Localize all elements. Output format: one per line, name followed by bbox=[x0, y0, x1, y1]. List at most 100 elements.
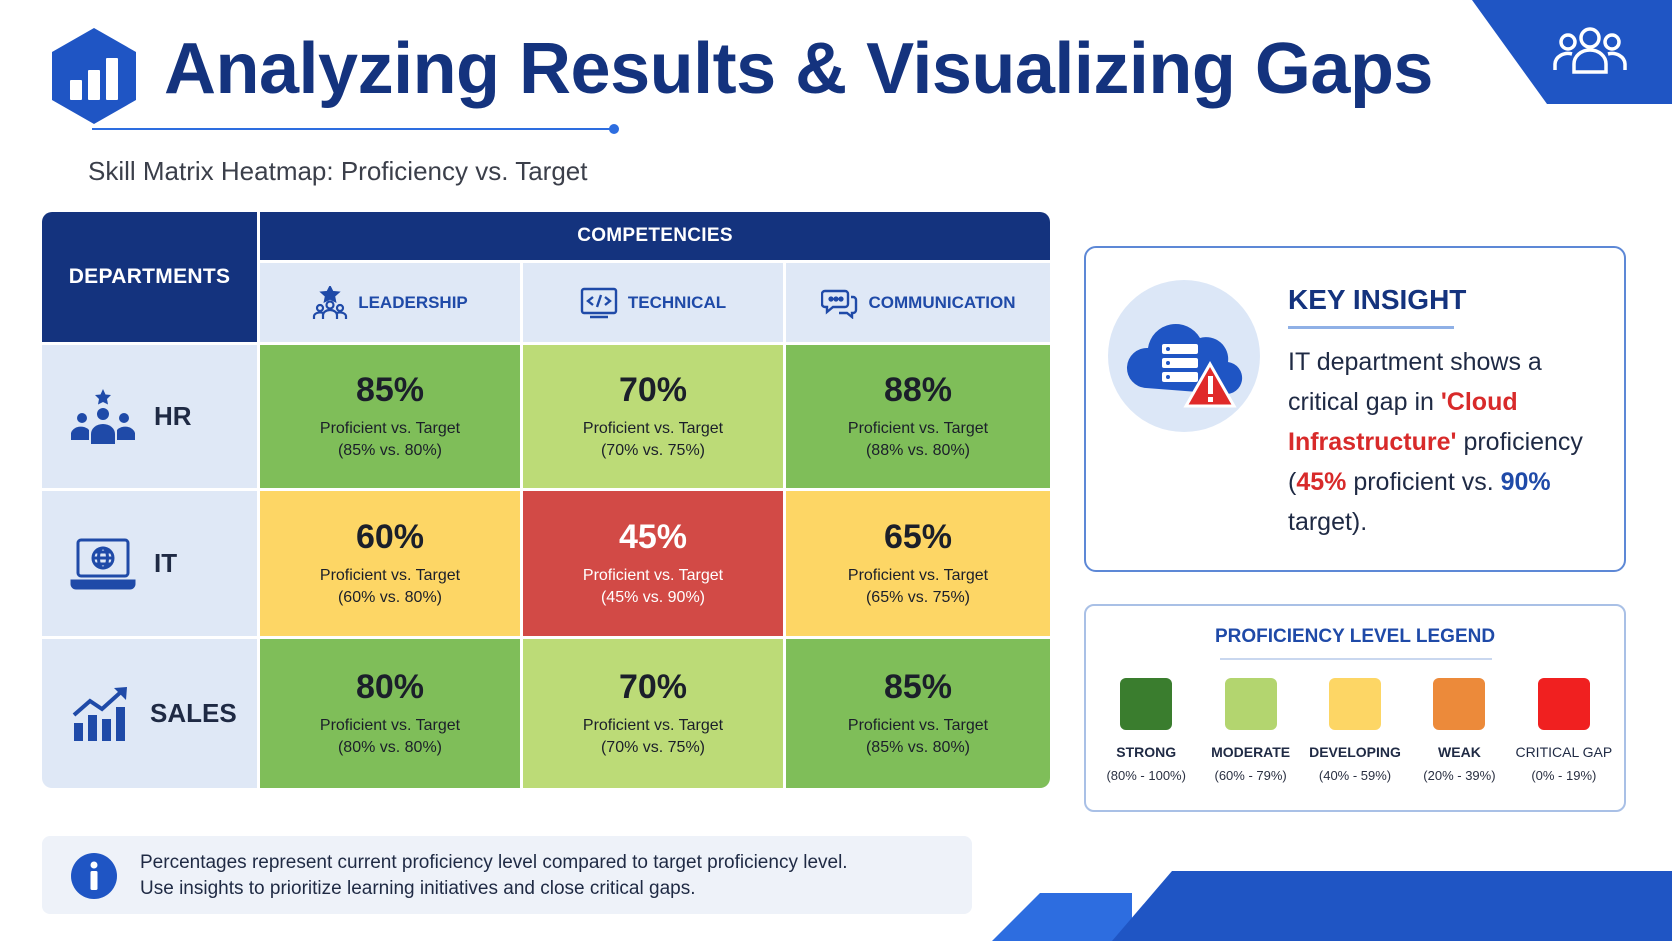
competencies-header: COMPETENCIES bbox=[260, 212, 1050, 260]
row-label-text: IT bbox=[154, 548, 178, 578]
team-star-icon bbox=[71, 388, 135, 444]
legend-item-moderate: MODERATE (60% - 79%) bbox=[1198, 678, 1302, 783]
insight-text-line2-mid: proficient vs. bbox=[1346, 468, 1501, 496]
cloud-server-warning-icon bbox=[1108, 280, 1260, 432]
legend-item-range: (60% - 79%) bbox=[1214, 768, 1287, 783]
cell-detail: (88% vs. 80%) bbox=[865, 442, 971, 459]
insight-target-percentage: 90% bbox=[1500, 468, 1551, 496]
legend-swatch bbox=[1120, 678, 1173, 730]
legend-swatch bbox=[1224, 678, 1277, 730]
legend-item-range: (0% - 19%) bbox=[1531, 768, 1597, 783]
row-label-it: IT bbox=[42, 488, 260, 636]
departments-header: DEPARTMENTS bbox=[42, 212, 260, 342]
insight-text-line2-post: target). bbox=[1288, 508, 1368, 536]
cell-detail: (85% vs. 80%) bbox=[865, 739, 971, 756]
insight-text-line2-pre: proficiency ( bbox=[1288, 428, 1583, 496]
key-insight-card: KEY INSIGHT IT department shows a critic… bbox=[1084, 246, 1626, 572]
skill-matrix-heatmap: DEPARTMENTS COMPETENCIES LEADERSHIP bbox=[42, 212, 1050, 788]
info-icon bbox=[71, 853, 117, 899]
footnote-line1: Percentages represent current proficienc… bbox=[140, 852, 848, 873]
insight-actual-percentage: 45% bbox=[1296, 468, 1347, 496]
cell-detail: (65% vs. 75%) bbox=[865, 589, 971, 606]
cell-detail: (85% vs. 80%) bbox=[337, 442, 443, 459]
legend-swatch bbox=[1433, 678, 1486, 730]
heatmap-cell-sales-leadership: 80% Proficient vs. Target (80% vs. 80%) bbox=[260, 636, 523, 788]
legend-swatch bbox=[1537, 678, 1590, 730]
legend-item-developing: DEVELOPING (40% - 59%) bbox=[1303, 678, 1407, 783]
page-subtitle: Skill Matrix Heatmap: Proficiency vs. Ta… bbox=[88, 156, 588, 186]
cell-label: Proficient vs. Target bbox=[582, 567, 724, 584]
legend-title: PROFICIENCY LEVEL LEGEND bbox=[1214, 626, 1496, 647]
heatmap-cell-it-leadership: 60% Proficient vs. Target (60% vs. 80%) bbox=[260, 488, 523, 636]
cell-percentage: 65% bbox=[883, 518, 953, 556]
cell-percentage: 70% bbox=[618, 371, 688, 409]
cell-percentage: 88% bbox=[883, 371, 953, 409]
insight-title: KEY INSIGHT bbox=[1288, 284, 1467, 315]
legend-item-range: (20% - 39%) bbox=[1423, 768, 1496, 783]
team-icon bbox=[1553, 27, 1627, 74]
cell-label: Proficient vs. Target bbox=[582, 420, 724, 437]
cell-percentage: 70% bbox=[618, 668, 688, 706]
legend-swatch bbox=[1329, 678, 1382, 730]
cell-label: Proficient vs. Target bbox=[319, 717, 461, 734]
legend-item-name: MODERATE bbox=[1211, 744, 1291, 760]
legend-items: STRONG (80% - 100%) MODERATE (60% - 79%)… bbox=[1094, 678, 1616, 783]
leadership-icon bbox=[313, 285, 348, 319]
legend-item-name: WEAK bbox=[1438, 744, 1481, 760]
cell-detail: (60% vs. 80%) bbox=[337, 589, 443, 606]
cell-detail: (70% vs. 75%) bbox=[600, 739, 706, 756]
column-label-communication: COMMUNICATION bbox=[868, 292, 1016, 312]
row-label-text: HR bbox=[154, 401, 192, 431]
bar-chart-hex-logo-icon bbox=[52, 28, 136, 124]
cell-label: Proficient vs. Target bbox=[582, 717, 724, 734]
heatmap-cell-hr-leadership: 85% Proficient vs. Target (85% vs. 80%) bbox=[260, 342, 523, 488]
column-label-leadership: LEADERSHIP bbox=[358, 292, 468, 312]
cell-detail: (80% vs. 80%) bbox=[337, 739, 443, 756]
column-label-technical: TECHNICAL bbox=[627, 292, 727, 312]
legend-item-strong: STRONG (80% - 100%) bbox=[1094, 678, 1198, 783]
column-header-technical: TECHNICAL bbox=[523, 260, 786, 342]
insight-text-line1: IT department shows a critical gap in bbox=[1288, 348, 1542, 416]
corner-banner-bottom-right bbox=[1112, 871, 1672, 941]
heatmap-cell-it-technical: 45% Proficient vs. Target (45% vs. 90%) bbox=[523, 488, 786, 636]
cell-label: Proficient vs. Target bbox=[319, 420, 461, 437]
footnote-line2: Use insights to prioritize learning init… bbox=[140, 878, 696, 899]
legend-item-name: DEVELOPING bbox=[1309, 744, 1401, 760]
cell-percentage: 85% bbox=[883, 668, 953, 706]
title-underline bbox=[92, 124, 619, 134]
info-footnote: Percentages represent current proficienc… bbox=[42, 836, 972, 914]
growth-chart-icon bbox=[72, 686, 127, 741]
cell-percentage: 80% bbox=[355, 668, 425, 706]
heatmap-cell-hr-communication: 88% Proficient vs. Target (88% vs. 80%) bbox=[786, 342, 1050, 488]
heatmap-cell-it-communication: 65% Proficient vs. Target (65% vs. 75%) bbox=[786, 488, 1050, 636]
laptop-globe-icon bbox=[70, 538, 136, 589]
code-icon bbox=[580, 287, 618, 318]
insight-title-underline bbox=[1288, 326, 1454, 329]
legend-item-name: STRONG bbox=[1116, 744, 1177, 760]
heatmap-cell-sales-technical: 70% Proficient vs. Target (70% vs. 75%) bbox=[523, 636, 786, 788]
legend-item-range: (80% - 100%) bbox=[1106, 768, 1186, 783]
cell-percentage: 85% bbox=[355, 371, 425, 409]
cell-label: Proficient vs. Target bbox=[847, 717, 989, 734]
cell-detail: (45% vs. 90%) bbox=[600, 589, 706, 606]
proficiency-legend: PROFICIENCY LEVEL LEGEND STRONG (80% - 1… bbox=[1084, 604, 1626, 812]
cell-label: Proficient vs. Target bbox=[319, 567, 461, 584]
cell-percentage: 60% bbox=[355, 518, 425, 556]
row-label-text: SALES bbox=[150, 698, 237, 728]
legend-item-critical-gap: CRITICAL GAP (0% - 19%) bbox=[1512, 678, 1616, 783]
row-label-sales: SALES bbox=[42, 636, 260, 788]
legend-item-weak: WEAK (20% - 39%) bbox=[1407, 678, 1511, 783]
insight-highlight: 'Cloud Infrastructure' bbox=[1288, 388, 1518, 456]
legend-item-name: CRITICAL GAP bbox=[1515, 744, 1613, 760]
cell-detail: (70% vs. 75%) bbox=[600, 442, 706, 459]
cell-label: Proficient vs. Target bbox=[847, 420, 989, 437]
heatmap-cell-sales-communication: 85% Proficient vs. Target (85% vs. 80%) bbox=[786, 636, 1050, 788]
chat-icon bbox=[820, 289, 857, 319]
corner-accent-bottom-left bbox=[992, 893, 1132, 941]
column-header-leadership: LEADERSHIP bbox=[260, 260, 523, 342]
corner-banner-top-right bbox=[1472, 0, 1672, 104]
legend-title-underline bbox=[1220, 658, 1492, 660]
cell-label: Proficient vs. Target bbox=[847, 567, 989, 584]
insight-body: IT department shows a critical gap in 'C… bbox=[1288, 342, 1608, 542]
heatmap-cell-hr-technical: 70% Proficient vs. Target (70% vs. 75%) bbox=[523, 342, 786, 488]
